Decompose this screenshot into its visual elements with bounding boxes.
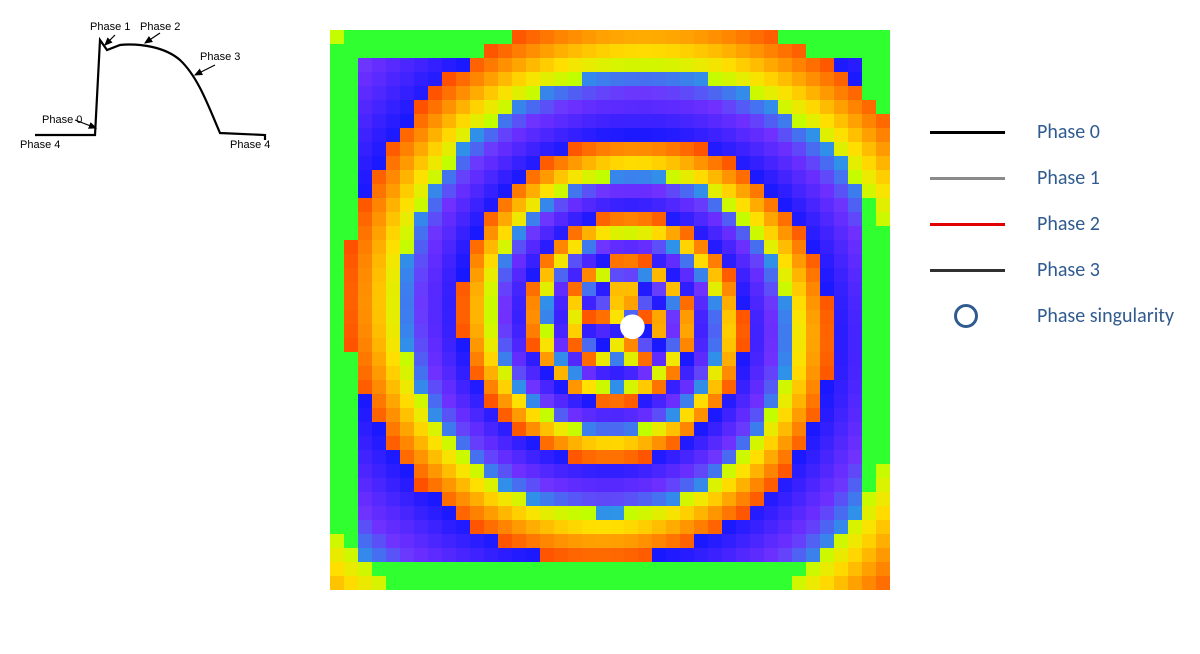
inset-arrow <box>195 65 215 75</box>
legend-label: Phase singularity <box>1037 304 1174 328</box>
inset-arrow <box>105 35 115 45</box>
inset-arrow <box>145 33 160 43</box>
legend-label: Phase 2 <box>1037 212 1100 236</box>
legend-label: Phase 0 <box>1037 120 1100 144</box>
legend-swatch <box>930 131 1005 134</box>
inset-label-phase2: Phase 2 <box>140 21 180 33</box>
legend-swatch <box>930 269 1005 272</box>
legend-item-2: Phase 2 <box>930 212 1180 236</box>
inset-label-phase3: Phase 3 <box>200 51 240 63</box>
inset-label-phase4_right: Phase 4 <box>230 139 270 151</box>
legend-item-3: Phase 3 <box>930 258 1180 282</box>
legend-swatch <box>930 177 1005 180</box>
legend-item-1: Phase 1 <box>930 166 1180 190</box>
phase-singularity-marker <box>620 314 645 339</box>
inset-label-phase0: Phase 0 <box>42 114 82 126</box>
legend-label: Phase 3 <box>1037 258 1100 282</box>
legend-item-0: Phase 0 <box>930 120 1180 144</box>
legend-item-4: Phase singularity <box>930 304 1180 328</box>
spiral-wave-map <box>330 30 890 590</box>
legend: Phase 0 Phase 1 Phase 2 Phase 3 Phase singul… <box>930 120 1180 350</box>
legend-swatch <box>930 223 1005 226</box>
legend-label: Phase 1 <box>1037 166 1100 190</box>
action-potential-inset: Phase 0 Phase 1 Phase 2 Phase 3 Phase 4 Phase… <box>20 15 280 165</box>
inset-label-phase1: Phase 1 <box>90 21 130 33</box>
inset-label-phase4_left: Phase 4 <box>20 139 60 151</box>
legend-circle-icon <box>954 304 978 328</box>
